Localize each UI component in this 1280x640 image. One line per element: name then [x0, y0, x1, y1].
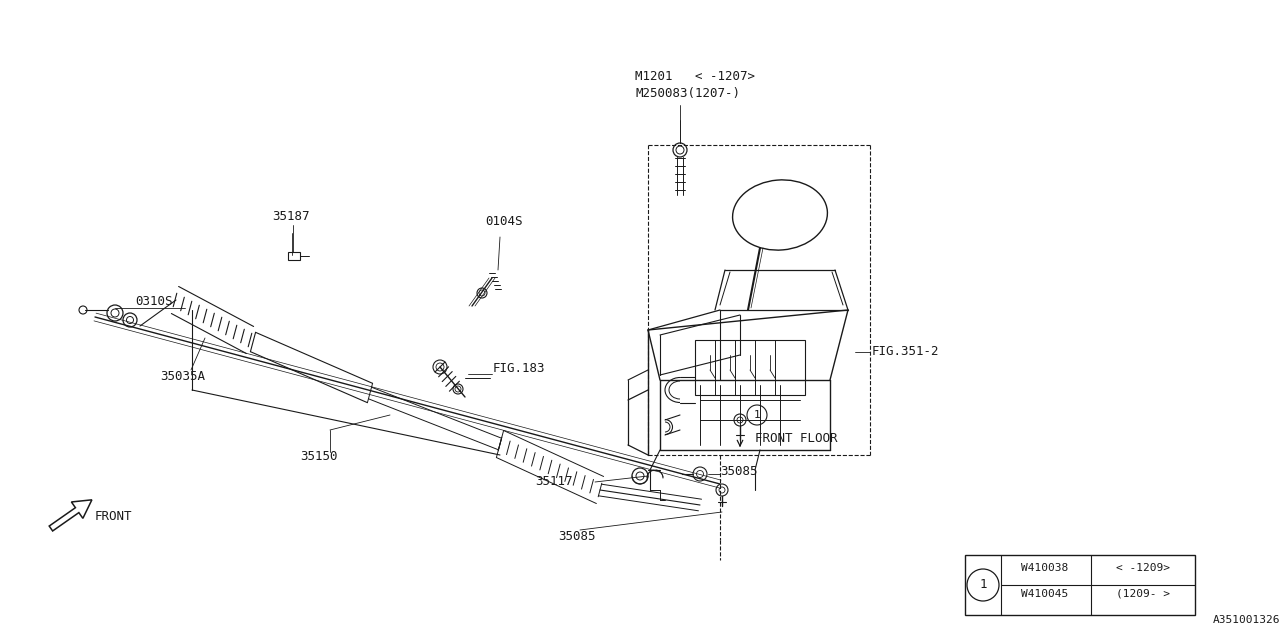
- Text: M1201   < -1207>: M1201 < -1207>: [635, 70, 755, 83]
- Text: 35117: 35117: [535, 475, 572, 488]
- Text: 1: 1: [754, 410, 760, 420]
- Text: FRONT: FRONT: [95, 510, 133, 523]
- Text: 35035A: 35035A: [160, 370, 205, 383]
- Text: M250083(1207-): M250083(1207-): [635, 87, 740, 100]
- Bar: [965, 555, 1196, 615]
- Text: W410045: W410045: [1021, 589, 1069, 599]
- Text: FRONT FLOOR: FRONT FLOOR: [755, 432, 837, 445]
- Text: W410038: W410038: [1021, 563, 1069, 573]
- Text: 35150: 35150: [300, 450, 338, 463]
- Text: 0310S: 0310S: [134, 295, 173, 308]
- Text: 35085: 35085: [719, 465, 758, 478]
- Text: (1209- >: (1209- >: [1116, 589, 1170, 599]
- Text: 0104S: 0104S: [485, 215, 522, 228]
- Text: A351001326: A351001326: [1212, 615, 1280, 625]
- Text: FIG.183: FIG.183: [493, 362, 545, 375]
- Bar: [695, 340, 805, 395]
- Text: 35187: 35187: [273, 210, 310, 223]
- Bar: [288, 252, 300, 260]
- Text: 1: 1: [979, 579, 987, 591]
- Text: 35085: 35085: [558, 530, 595, 543]
- Text: FIG.351-2: FIG.351-2: [872, 345, 940, 358]
- Text: < -1209>: < -1209>: [1116, 563, 1170, 573]
